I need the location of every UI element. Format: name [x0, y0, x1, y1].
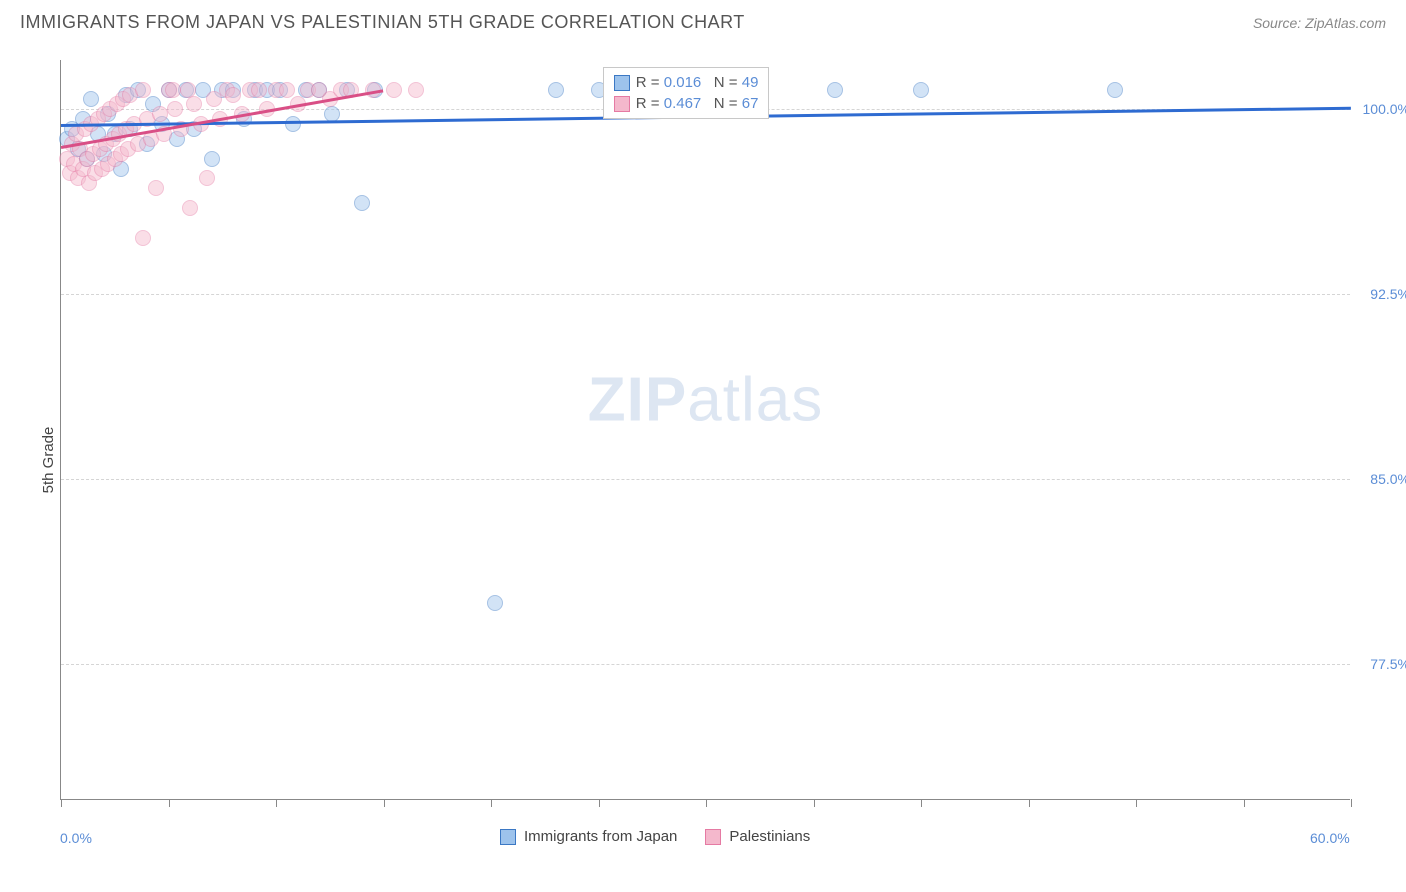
- series-legend: Immigrants from Japan Palestinians: [500, 828, 810, 845]
- chart-container: 5th Grade ZIPatlas 100.0%92.5%85.0%77.5%…: [20, 50, 1390, 870]
- x-tick: [169, 799, 170, 807]
- data-point: [83, 91, 99, 107]
- legend-row: R = 0.016 N = 49: [614, 72, 759, 93]
- legend-text: R = 0.016 N = 49: [636, 74, 759, 91]
- data-point: [180, 82, 196, 98]
- data-point: [186, 96, 202, 112]
- legend-swatch: [500, 829, 516, 845]
- x-tick: [61, 799, 62, 807]
- legend-item: Immigrants from Japan: [500, 828, 677, 845]
- legend-label: Immigrants from Japan: [524, 828, 677, 845]
- legend-label: Palestinians: [729, 828, 810, 845]
- data-point: [386, 82, 402, 98]
- x-tick: [276, 799, 277, 807]
- data-point: [225, 87, 241, 103]
- watermark-bold: ZIP: [588, 365, 687, 434]
- data-point: [251, 82, 267, 98]
- gridline-h: [61, 479, 1350, 480]
- x-tick: [1351, 799, 1352, 807]
- data-point: [148, 180, 164, 196]
- legend-swatch: [705, 829, 721, 845]
- data-point: [913, 82, 929, 98]
- data-point: [135, 82, 151, 98]
- y-tick-label: 85.0%: [1370, 471, 1406, 487]
- x-tick: [384, 799, 385, 807]
- x-tick: [706, 799, 707, 807]
- gridline-h: [61, 664, 1350, 665]
- correlation-legend: R = 0.016 N = 49 R = 0.467 N = 67: [603, 67, 770, 119]
- data-point: [279, 82, 295, 98]
- data-point: [487, 595, 503, 611]
- x-tick: [814, 799, 815, 807]
- data-point: [165, 82, 181, 98]
- chart-title: IMMIGRANTS FROM JAPAN VS PALESTINIAN 5TH…: [20, 12, 745, 33]
- watermark-light: atlas: [687, 365, 823, 434]
- data-point: [354, 195, 370, 211]
- x-tick: [491, 799, 492, 807]
- chart-header: IMMIGRANTS FROM JAPAN VS PALESTINIAN 5TH…: [0, 0, 1406, 41]
- watermark: ZIPatlas: [588, 364, 823, 435]
- x-tick: [1244, 799, 1245, 807]
- x-tick: [921, 799, 922, 807]
- data-point: [152, 106, 168, 122]
- legend-item: Palestinians: [705, 828, 810, 845]
- y-tick-label: 92.5%: [1370, 286, 1406, 302]
- legend-swatch: [614, 96, 630, 112]
- y-tick-label: 77.5%: [1370, 656, 1406, 672]
- data-point: [408, 82, 424, 98]
- data-point: [182, 200, 198, 216]
- data-point: [199, 170, 215, 186]
- x-tick: [1029, 799, 1030, 807]
- data-point: [548, 82, 564, 98]
- data-point: [167, 101, 183, 117]
- legend-row: R = 0.467 N = 67: [614, 93, 759, 114]
- y-axis-label: 5th Grade: [40, 427, 57, 494]
- data-point: [285, 116, 301, 132]
- y-tick-label: 100.0%: [1363, 101, 1406, 117]
- data-point: [827, 82, 843, 98]
- data-point: [1107, 82, 1123, 98]
- x-tick: [599, 799, 600, 807]
- data-point: [204, 151, 220, 167]
- x-min-label: 0.0%: [60, 830, 92, 846]
- legend-swatch: [614, 75, 630, 91]
- x-max-label: 60.0%: [1310, 830, 1350, 846]
- data-point: [135, 230, 151, 246]
- source-label: Source: ZipAtlas.com: [1253, 15, 1386, 31]
- gridline-h: [61, 294, 1350, 295]
- legend-text: R = 0.467 N = 67: [636, 95, 759, 112]
- x-tick: [1136, 799, 1137, 807]
- plot-area: ZIPatlas 100.0%92.5%85.0%77.5%R = 0.016 …: [60, 60, 1350, 800]
